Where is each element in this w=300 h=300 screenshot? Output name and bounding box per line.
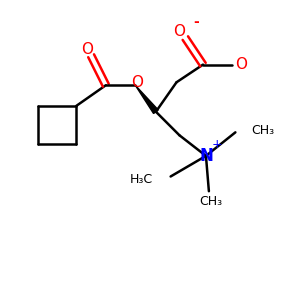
Text: H₃C: H₃C xyxy=(130,173,153,186)
Text: +: + xyxy=(212,138,222,151)
Text: CH₃: CH₃ xyxy=(199,195,222,208)
Text: N: N xyxy=(199,147,213,165)
Text: CH₃: CH₃ xyxy=(252,124,275,137)
Text: O: O xyxy=(173,24,185,39)
Text: O: O xyxy=(235,57,247,72)
Polygon shape xyxy=(135,85,158,113)
Text: O: O xyxy=(81,42,93,57)
Text: O: O xyxy=(131,75,143,90)
Text: -: - xyxy=(193,15,199,29)
